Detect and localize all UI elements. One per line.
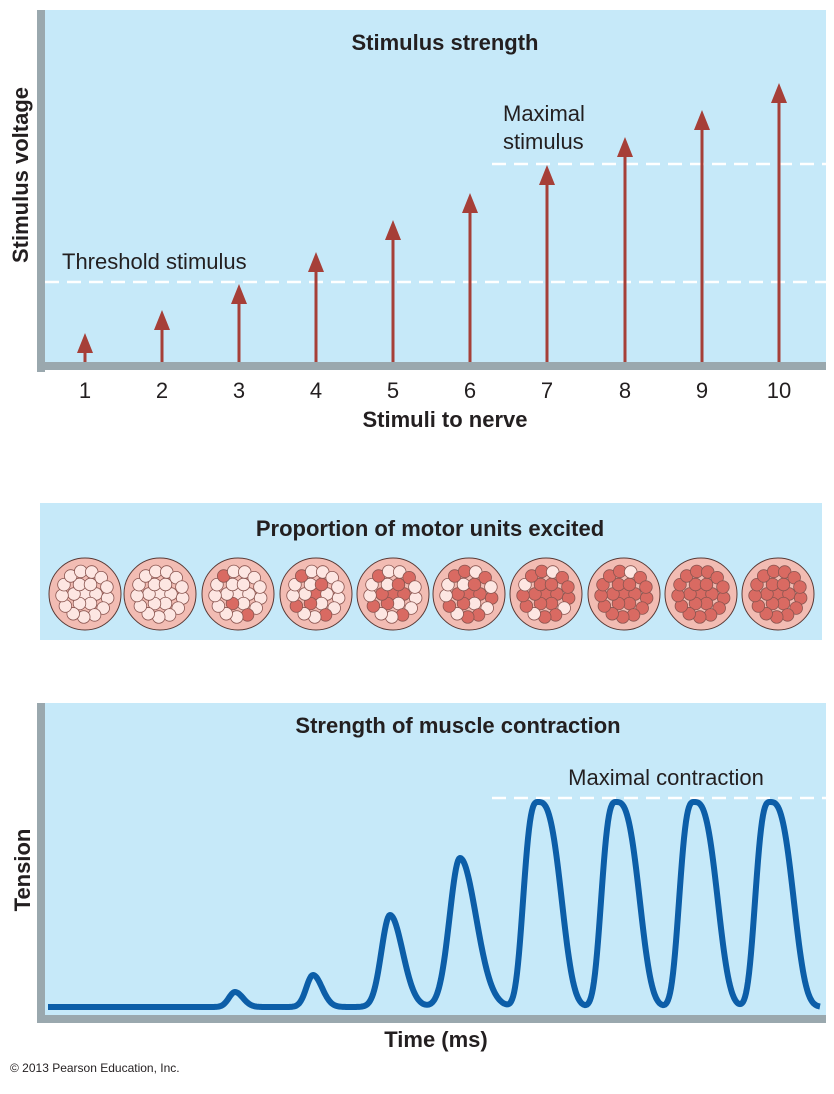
x-tick-label: 6: [464, 378, 476, 403]
arrow-head: [617, 137, 633, 157]
x-tick-label: 9: [696, 378, 708, 403]
muscle-fiber: [594, 588, 608, 603]
muscle-fiber: [318, 608, 333, 622]
muscle-fiber: [286, 588, 300, 603]
muscle-fiber: [236, 577, 251, 592]
muscle-fiber: [100, 580, 114, 594]
x-tick-label: 4: [310, 378, 322, 403]
threshold-label: Threshold stimulus: [62, 249, 247, 274]
x-tick-label: 3: [233, 378, 245, 403]
tension-curve: [46, 799, 822, 1010]
muscle-fiber: [780, 608, 795, 622]
arrow-head: [694, 110, 710, 130]
muscle-fiber: [699, 577, 714, 592]
muscle-fiber: [716, 580, 730, 594]
panel-title: Stimulus strength: [351, 30, 538, 55]
panel-background: [40, 10, 826, 368]
motor-units: [48, 557, 815, 631]
maximal-label: Maximal: [503, 101, 585, 126]
muscle-fiber: [253, 580, 267, 594]
muscle-fiber: [516, 588, 530, 603]
muscle-fiber: [671, 588, 685, 603]
arrow-head: [308, 252, 324, 272]
muscle-fiber: [55, 588, 69, 603]
x-tick-label: 10: [767, 378, 791, 403]
x-label: Time (ms): [384, 1027, 488, 1052]
x-tick-label: 5: [387, 378, 399, 403]
muscle-fiber: [748, 588, 762, 603]
x-tick-label: 8: [619, 378, 631, 403]
muscle-fiber: [87, 608, 102, 622]
muscle-fiber: [548, 608, 563, 622]
arrow-head: [539, 165, 555, 185]
x-label: Stimuli to nerve: [362, 407, 527, 432]
y-axis: [37, 10, 45, 372]
muscle-fiber: [793, 580, 807, 594]
muscle-fiber: [703, 608, 718, 622]
muscle-fiber: [175, 580, 189, 594]
arrow-head: [771, 83, 787, 103]
muscle-fiber: [639, 580, 653, 594]
muscle-fiber: [439, 588, 453, 603]
muscle-fiber: [162, 608, 177, 622]
muscle-fiber: [471, 608, 486, 622]
muscle-fiber: [240, 608, 255, 622]
maximal-label: Maximal contraction: [568, 765, 764, 790]
arrows: [77, 83, 787, 362]
muscle-fiber: [158, 577, 173, 592]
panel-title: Proportion of motor units excited: [256, 516, 604, 541]
y-label: Tension: [10, 829, 35, 912]
muscle-fiber: [544, 577, 559, 592]
arrow-head: [77, 333, 93, 353]
muscle-fiber: [83, 577, 98, 592]
muscle-fiber: [484, 580, 498, 594]
copyright: © 2013 Pearson Education, Inc.: [10, 1061, 180, 1075]
y-label: Stimulus voltage: [8, 87, 33, 263]
x-axis: [37, 1015, 826, 1023]
muscle-fiber: [561, 580, 575, 594]
muscle-fiber: [208, 588, 222, 603]
muscle-fiber: [395, 608, 410, 622]
muscle-fiber: [626, 608, 641, 622]
muscle-fiber: [467, 577, 482, 592]
y-axis: [37, 703, 45, 1023]
x-tick-label: 7: [541, 378, 553, 403]
muscle-fiber: [130, 588, 144, 603]
arrow-head: [231, 284, 247, 304]
maximal-label: stimulus: [503, 129, 584, 154]
arrow-head: [385, 220, 401, 240]
panel-title: Strength of muscle contraction: [295, 713, 620, 738]
arrow-head: [154, 310, 170, 330]
muscle-fiber: [622, 577, 637, 592]
muscle-fiber: [331, 580, 345, 594]
arrow-head: [462, 193, 478, 213]
muscle-fiber: [408, 580, 422, 594]
x-tick-label: 1: [79, 378, 91, 403]
muscle-fiber: [363, 588, 377, 603]
panel-background: [40, 703, 826, 1020]
muscle-fiber: [314, 577, 329, 592]
muscle-fiber: [776, 577, 791, 592]
muscle-fiber: [391, 577, 406, 592]
x-tick-label: 2: [156, 378, 168, 403]
x-axis: [37, 362, 826, 370]
